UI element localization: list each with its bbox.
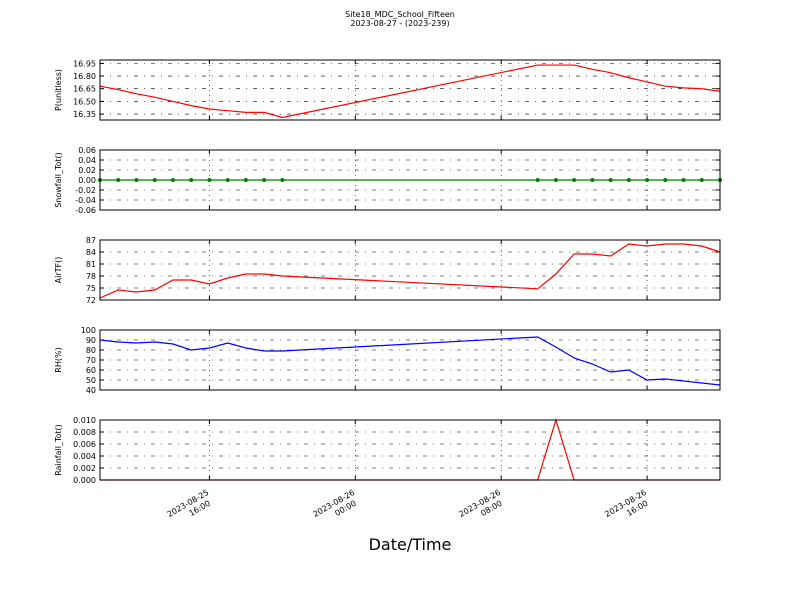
y-tick-label: 84 — [86, 248, 96, 257]
y-tick-label: 16.35 — [73, 110, 96, 119]
y-tick-label: -0.02 — [75, 186, 96, 195]
x-axis-label: Date/Time — [369, 535, 452, 554]
y-tick-label: 81 — [86, 260, 96, 269]
y-axis-label: AirTF() — [54, 257, 63, 284]
data-marker — [590, 178, 595, 182]
y-tick-label: 0.010 — [73, 416, 96, 425]
y-tick-label: 50 — [86, 376, 96, 385]
y-tick-label: -0.04 — [75, 196, 96, 205]
data-line — [99, 336, 721, 386]
y-tick-label: 0.00 — [78, 176, 96, 185]
plot-frame — [99, 239, 721, 301]
data-marker — [699, 178, 704, 182]
data-marker — [134, 178, 139, 182]
y-tick-label: 78 — [86, 272, 96, 281]
data-marker — [170, 178, 175, 182]
data-marker — [645, 178, 650, 182]
data-marker — [535, 178, 540, 182]
data-marker — [207, 178, 212, 182]
data-marker — [608, 178, 613, 182]
data-marker — [189, 178, 194, 182]
data-marker — [116, 178, 121, 182]
y-tick-label: 0.004 — [73, 452, 96, 461]
y-tick-label: 80 — [86, 346, 96, 355]
y-tick-label: 16.95 — [73, 59, 96, 68]
data-marker — [262, 178, 267, 182]
data-marker — [243, 178, 248, 182]
y-tick-label: 60 — [86, 366, 96, 375]
data-marker — [280, 178, 285, 182]
chart-subtitle: 2023-08-27 - (2023-239) — [350, 19, 449, 28]
y-axis-label: P(unitless) — [54, 69, 63, 111]
y-axis-label: Snowfall_Tot() — [54, 152, 63, 208]
data-marker — [152, 178, 157, 182]
data-marker — [225, 178, 230, 182]
y-tick-label: 70 — [86, 356, 96, 365]
y-tick-label: 0.04 — [78, 156, 96, 165]
y-tick-label: 0.000 — [73, 476, 96, 485]
data-marker — [572, 178, 577, 182]
data-marker — [553, 178, 558, 182]
y-tick-label: 0.008 — [73, 428, 96, 437]
data-marker — [663, 178, 668, 182]
data-line — [99, 64, 721, 119]
y-tick-label: 40 — [86, 386, 96, 395]
data-marker — [626, 178, 631, 182]
y-tick-label: 87 — [86, 236, 96, 245]
y-tick-label: 72 — [86, 296, 96, 305]
plot-frame — [99, 419, 721, 481]
data-line — [99, 243, 721, 299]
data-marker — [681, 178, 686, 182]
y-tick-label: 90 — [86, 336, 96, 345]
plot-frame — [99, 149, 721, 211]
y-axis-label: Rainfall_Tot() — [54, 424, 63, 476]
y-tick-label: 0.006 — [73, 440, 96, 449]
y-tick-label: 0.06 — [78, 146, 96, 155]
y-tick-label: 0.002 — [73, 464, 96, 473]
y-tick-label: 16.80 — [73, 72, 96, 81]
plot-frame — [99, 59, 721, 121]
y-tick-label: 75 — [86, 284, 96, 293]
chart-title: Site18_MDC_School_Fifteen — [345, 10, 455, 19]
y-tick-label: 16.50 — [73, 97, 96, 106]
y-tick-label: -0.06 — [75, 206, 96, 215]
plot-frame — [99, 329, 721, 391]
y-tick-label: 16.65 — [73, 85, 96, 94]
y-axis-label: RH(%) — [54, 347, 63, 372]
y-tick-label: 100 — [81, 326, 96, 335]
y-tick-label: 0.02 — [78, 166, 96, 175]
